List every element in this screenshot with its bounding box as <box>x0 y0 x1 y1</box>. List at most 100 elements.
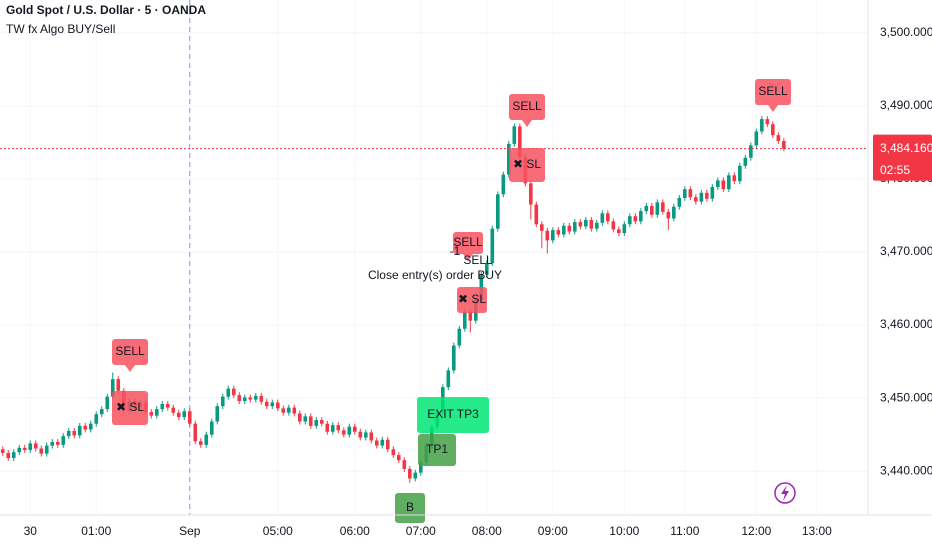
signal-label: SELL <box>758 84 788 98</box>
candle-body <box>231 388 236 396</box>
candle-body <box>33 443 38 449</box>
signal-label: EXIT TP3 <box>427 407 479 421</box>
x-tick-label: 13:00 <box>802 524 832 538</box>
candle-body <box>771 124 775 136</box>
icon-circle <box>774 482 796 504</box>
candle-body <box>297 413 302 422</box>
chart-title: Gold Spot / U.S. Dollar · 5 · OANDA <box>6 3 206 17</box>
candle-body <box>193 423 198 442</box>
candle-body <box>743 157 748 166</box>
candle-body <box>66 430 71 437</box>
signal-box <box>112 339 148 365</box>
candle-body <box>468 311 473 321</box>
signal-box <box>509 94 545 120</box>
countdown: 02:55 <box>880 163 910 177</box>
candle-body <box>463 311 467 329</box>
signal-box <box>112 391 148 425</box>
candle-body <box>182 411 187 418</box>
candle-body <box>716 180 720 188</box>
candle-body <box>72 430 77 436</box>
signal-box <box>755 79 791 105</box>
x-tick-label: 07:00 <box>406 524 436 538</box>
candle-body <box>55 441 60 445</box>
icon-bolt <box>781 485 789 501</box>
candle-body <box>270 402 275 407</box>
candle-body <box>584 219 588 227</box>
x-tick-label: 01:00 <box>81 524 111 538</box>
candle-body <box>275 402 280 409</box>
signal-box <box>418 434 456 466</box>
candle-body <box>248 397 253 400</box>
signal-label: SELL <box>512 99 542 113</box>
candle-body <box>99 409 104 415</box>
candle-body <box>402 460 407 469</box>
x-tick-label: Sep <box>179 524 201 538</box>
candle-body <box>677 197 682 207</box>
x-tick-label: 05:00 <box>263 524 293 538</box>
signal-text: SELL <box>463 253 493 267</box>
candle-body <box>611 221 616 230</box>
candle-body <box>88 423 93 430</box>
candle-body <box>644 206 649 212</box>
candle-body <box>694 197 698 202</box>
candle-body <box>749 145 753 158</box>
candle-body <box>512 126 517 144</box>
signal-label: TP1 <box>426 442 448 456</box>
candle-body <box>308 416 313 426</box>
candle-body <box>655 202 660 215</box>
candle-body <box>17 447 22 453</box>
candle-body <box>556 230 561 235</box>
y-tick-label: 3,450.000 <box>880 390 932 404</box>
signal-pointer <box>768 105 778 112</box>
candle-body <box>281 408 286 413</box>
candle-body <box>237 395 242 402</box>
y-tick-label: 3,460.000 <box>880 317 932 331</box>
candle-body <box>485 262 489 275</box>
candle-body <box>303 416 308 422</box>
signal-box <box>417 397 489 433</box>
y-tick-label: 3,500.000 <box>880 25 932 39</box>
candle-body <box>496 194 500 229</box>
y-tick-label: 3,440.000 <box>880 463 932 477</box>
candle-body <box>782 140 786 149</box>
candle-body <box>562 225 566 235</box>
candle-body <box>391 449 396 456</box>
candle-body <box>545 230 550 241</box>
signal-text: Close entry(s) order BUY <box>368 268 502 282</box>
signal-pointer <box>522 120 532 127</box>
candle-body <box>380 439 385 446</box>
candle-body <box>606 213 610 222</box>
candle-body <box>341 430 346 435</box>
candle-body <box>529 183 533 205</box>
candle-body <box>595 222 599 229</box>
candle-body <box>385 439 390 450</box>
candle-body <box>600 213 605 223</box>
x-tick-label: 12:00 <box>741 524 771 538</box>
candle-body <box>259 395 264 402</box>
candle-body <box>110 379 115 397</box>
signal-label: ✖ SL <box>116 400 144 414</box>
candle-body <box>567 225 572 232</box>
candle-body <box>358 431 363 438</box>
candle-body <box>710 187 715 199</box>
candle-body <box>0 449 5 453</box>
candle-body <box>149 412 154 416</box>
candle-body <box>44 445 49 454</box>
signal-label: SELL <box>115 344 145 358</box>
candle-body <box>220 396 225 407</box>
candle-body <box>61 436 66 445</box>
candle-body <box>187 411 192 424</box>
candle-body <box>83 425 88 430</box>
candle-body <box>721 180 726 190</box>
candle-body <box>105 396 110 410</box>
candle-body <box>215 406 220 422</box>
candle-body <box>94 414 99 424</box>
y-tick-label: 3,490.000 <box>880 98 932 112</box>
candle-body <box>578 222 583 227</box>
signal-label: ✖ SL <box>513 157 541 171</box>
x-tick-label: 08:00 <box>472 524 502 538</box>
candle-body <box>617 229 621 234</box>
candle-body <box>242 397 247 402</box>
candle-body <box>374 440 379 446</box>
